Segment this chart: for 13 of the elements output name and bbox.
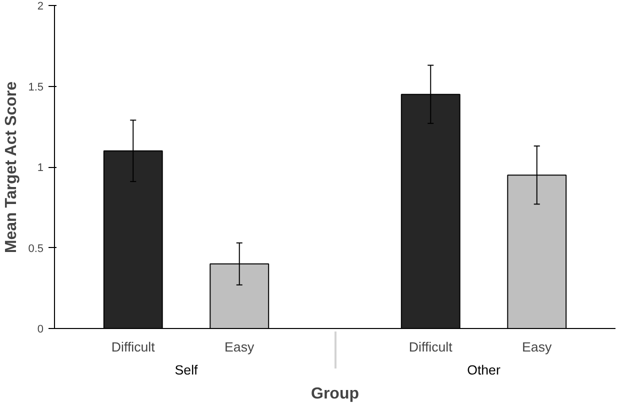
y-tick-label: 1.5 [28, 81, 44, 94]
y-tick-label: 0 [37, 324, 44, 336]
x-tick-label: Easy [522, 340, 552, 354]
y-tick-label: 0.5 [28, 242, 44, 255]
x-axis-title: Group [311, 386, 360, 402]
x-tick-label: Difficult [408, 340, 453, 354]
y-tick-label: 2 [37, 0, 44, 12]
y-axis-title: Mean Target Act Score [3, 81, 20, 254]
y-tick-label: 1 [37, 162, 44, 174]
x-tick-label: Easy [224, 340, 255, 354]
text: Self [174, 362, 198, 378]
x-tick-label: Difficult [111, 340, 156, 354]
text: Other [467, 362, 501, 378]
